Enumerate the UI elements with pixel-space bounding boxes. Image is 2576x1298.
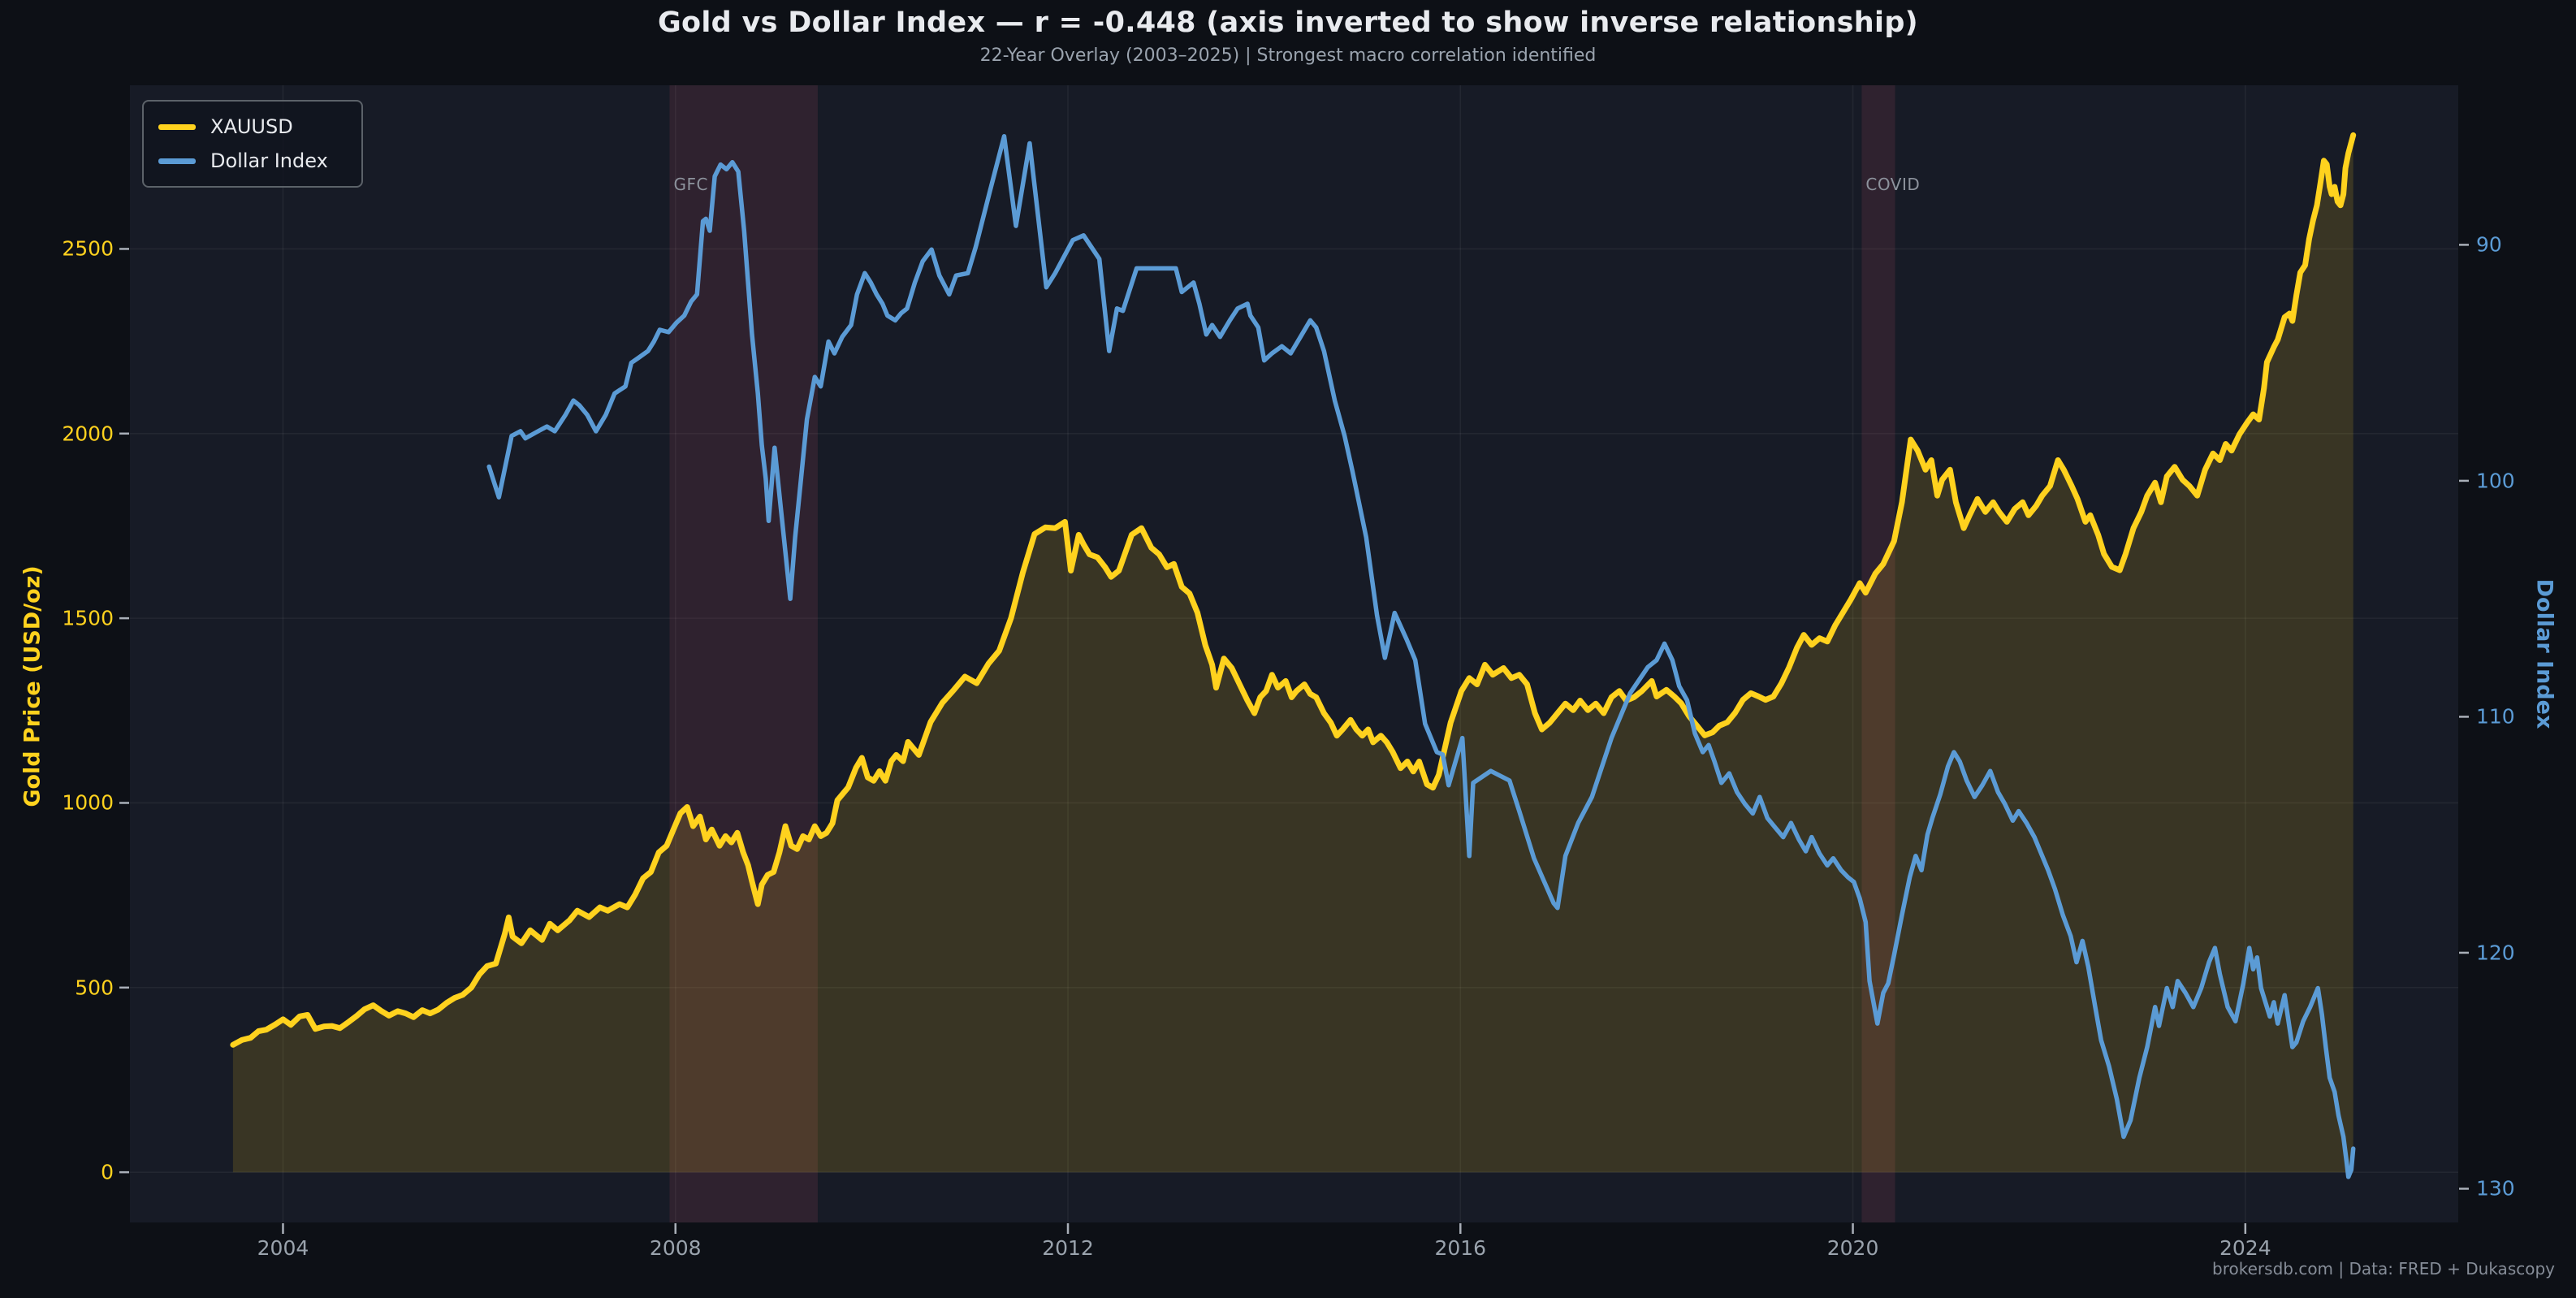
x-tick-label: 2020 [1826, 1236, 1879, 1260]
legend-swatch-blue-line [158, 158, 196, 164]
legend-label: XAUUSD [210, 115, 293, 138]
y-left-tick-label: 1000 [62, 790, 114, 815]
y-right-tick-label: 110 [2476, 704, 2515, 729]
event-band [1861, 85, 1895, 1222]
y-left-tick-label: 0 [101, 1160, 114, 1184]
y-left-tick-label: 500 [75, 976, 114, 1000]
x-tick-label: 2012 [1042, 1236, 1094, 1260]
series-line-dollar-index [486, 134, 2356, 1179]
x-tick-label: 2008 [649, 1236, 702, 1260]
y-right-tick-label: 90 [2476, 232, 2502, 257]
y-left-tick-label: 2000 [62, 422, 114, 446]
attribution: brokersdb.com | Data: FRED + Dukascopy [2212, 1259, 2555, 1279]
x-tick-label: 2024 [2219, 1236, 2271, 1260]
y-right-axis-label: Dollar Index [2531, 578, 2557, 729]
y-left-axis-label: Gold Price (USD/oz) [19, 565, 45, 807]
legend-item-dollar-index: Dollar Index [144, 144, 361, 178]
legend-item-xauusd: XAUUSD [144, 110, 361, 144]
legend-label: Dollar Index [210, 149, 328, 172]
legend-swatch-gold-line [158, 123, 196, 130]
x-tick-label: 2004 [257, 1236, 309, 1260]
event-band [669, 85, 818, 1222]
y-right-tick-label: 120 [2476, 941, 2515, 965]
plot-area [130, 85, 2458, 1222]
gold-fill-area [232, 135, 2353, 1173]
page-subtitle: 22-Year Overlay (2003–2025) | Strongest … [979, 45, 1597, 66]
page-title: Gold vs Dollar Index — r = -0.448 (axis … [658, 6, 1918, 39]
y-right-tick-label: 130 [2476, 1176, 2515, 1201]
band-label: GFC [673, 175, 708, 194]
band-label: COVID [1865, 175, 1921, 194]
y-right-tick-label: 100 [2476, 469, 2515, 493]
x-tick-label: 2016 [1434, 1236, 1487, 1260]
y-left-tick-label: 2500 [62, 236, 114, 261]
y-left-tick-label: 1500 [62, 606, 114, 630]
series-line-xauusd [230, 132, 2357, 1048]
legend: XAUUSD Dollar Index [142, 100, 363, 188]
